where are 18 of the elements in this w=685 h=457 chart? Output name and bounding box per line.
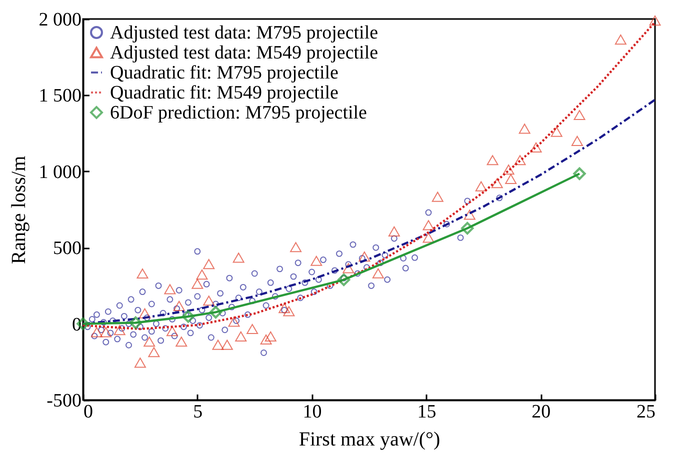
y-tick-label: 2 000: [38, 10, 82, 30]
y-tick-label: 0: [72, 314, 82, 336]
y-axis-title: Range loss/m: [8, 155, 30, 264]
x-tick-label: 10: [302, 402, 322, 422]
y-tick-label: -500: [46, 390, 82, 412]
x-tick-label: 20: [532, 402, 551, 422]
legend-label: Quadratic fit: M795 projectile: [110, 62, 338, 84]
legend-label: 6DoF prediction: M795 projectile: [110, 102, 367, 124]
y-tick-label: 1 500: [38, 86, 82, 107]
y-tick-label: 1 000: [38, 162, 82, 183]
x-tick-label: 25: [636, 402, 656, 422]
x-tick-label: 5: [193, 402, 203, 422]
x-axis-title: First max yaw/(°): [298, 428, 440, 450]
legend-label: Quadratic fit: M549 projectile: [110, 82, 338, 104]
y-tick-label: 500: [53, 238, 82, 260]
x-tick-label: 15: [417, 402, 436, 422]
legend-label: Adjusted test data: M549 projectile: [110, 42, 378, 64]
legend-label: Adjusted test data: M795 projectile: [110, 22, 378, 44]
